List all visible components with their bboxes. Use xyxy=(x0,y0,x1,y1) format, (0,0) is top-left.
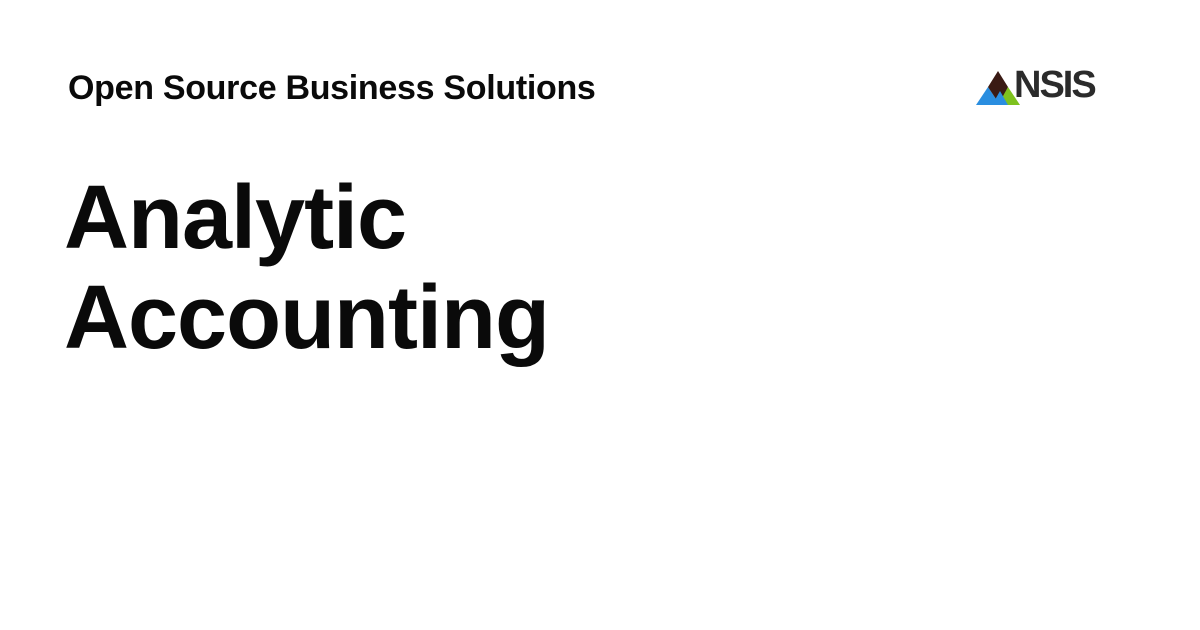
title-line-1: Analytic xyxy=(64,168,407,268)
brand-logo: NSIS xyxy=(976,64,1110,106)
nsis-mark-icon xyxy=(976,71,1020,105)
page-title: Analytic Accounting xyxy=(64,168,550,368)
tagline: Open Source Business Solutions xyxy=(68,69,596,107)
logo-text: NSIS xyxy=(1014,64,1097,106)
title-line-2: Accounting xyxy=(64,268,550,368)
